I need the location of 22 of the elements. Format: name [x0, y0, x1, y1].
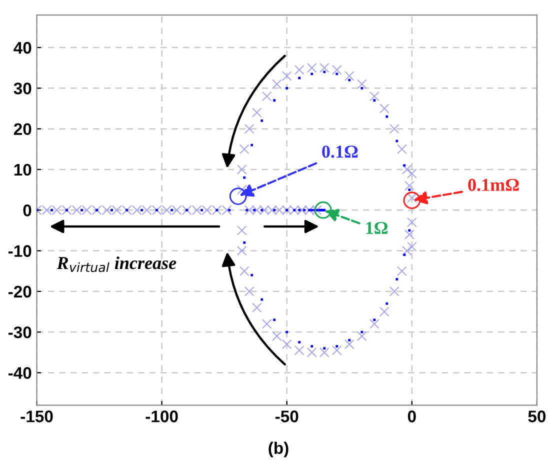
y-tick-label: 30 — [14, 82, 32, 94]
y-tick-label: -40 — [8, 367, 32, 379]
y-tick-label: 20 — [14, 123, 32, 136]
text: (b) — [268, 442, 288, 458]
y-tick-label: -30 — [8, 326, 32, 338]
x-tick-label: -150 — [20, 410, 53, 422]
x-tick-label: 50 — [528, 410, 546, 422]
point — [229, 188, 247, 205]
point — [403, 192, 421, 210]
annotation: R$_{virtual}$ increase — [56, 256, 176, 272]
annotation: 0.1mΩ — [468, 178, 519, 192]
point — [314, 201, 332, 219]
annotation: 0.1Ω — [322, 146, 358, 158]
y-tick-label: 40 — [14, 42, 32, 54]
x-tick-label: -50 — [275, 410, 298, 422]
y-tick-label: 10 — [14, 164, 32, 176]
x-tick-label: -100 — [146, 410, 178, 422]
y-tick-label: -20 — [8, 286, 32, 298]
annotation: 1Ω — [366, 222, 388, 234]
x-tick-label: 0 — [408, 410, 416, 422]
y-tick-label: 0 — [23, 204, 32, 216]
y-tick-label: -10 — [8, 245, 32, 257]
